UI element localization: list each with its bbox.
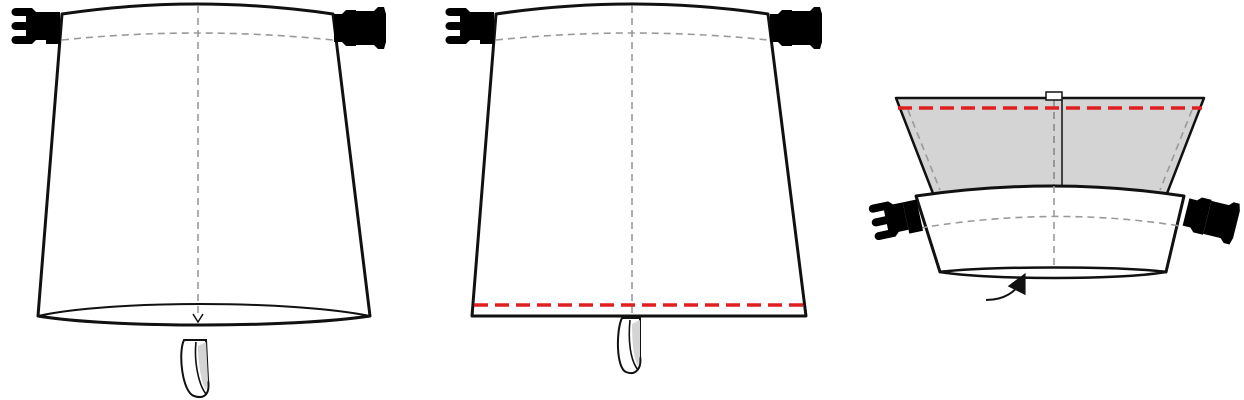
loop-strap-icon [180, 339, 210, 398]
curved-arrow-icon [985, 272, 1026, 301]
figure-2 [445, 2, 822, 374]
loop-strap-icon [616, 317, 642, 374]
center-tab [1045, 91, 1063, 101]
fold-line [61, 32, 334, 41]
figure-3 [868, 91, 1242, 301]
bottom-opening [939, 266, 1167, 280]
buckle-icon [868, 195, 924, 241]
bag-body [470, 2, 808, 318]
inverted-top [894, 96, 1206, 198]
buckle-icon [334, 7, 386, 49]
buckle-icon [1180, 191, 1242, 245]
bag-body [36, 2, 372, 327]
buckle-icon [445, 8, 494, 44]
buckle-band [914, 184, 1186, 274]
buckle-icon [770, 7, 822, 49]
figure-1 [11, 2, 386, 398]
buckle-icon [11, 8, 60, 44]
